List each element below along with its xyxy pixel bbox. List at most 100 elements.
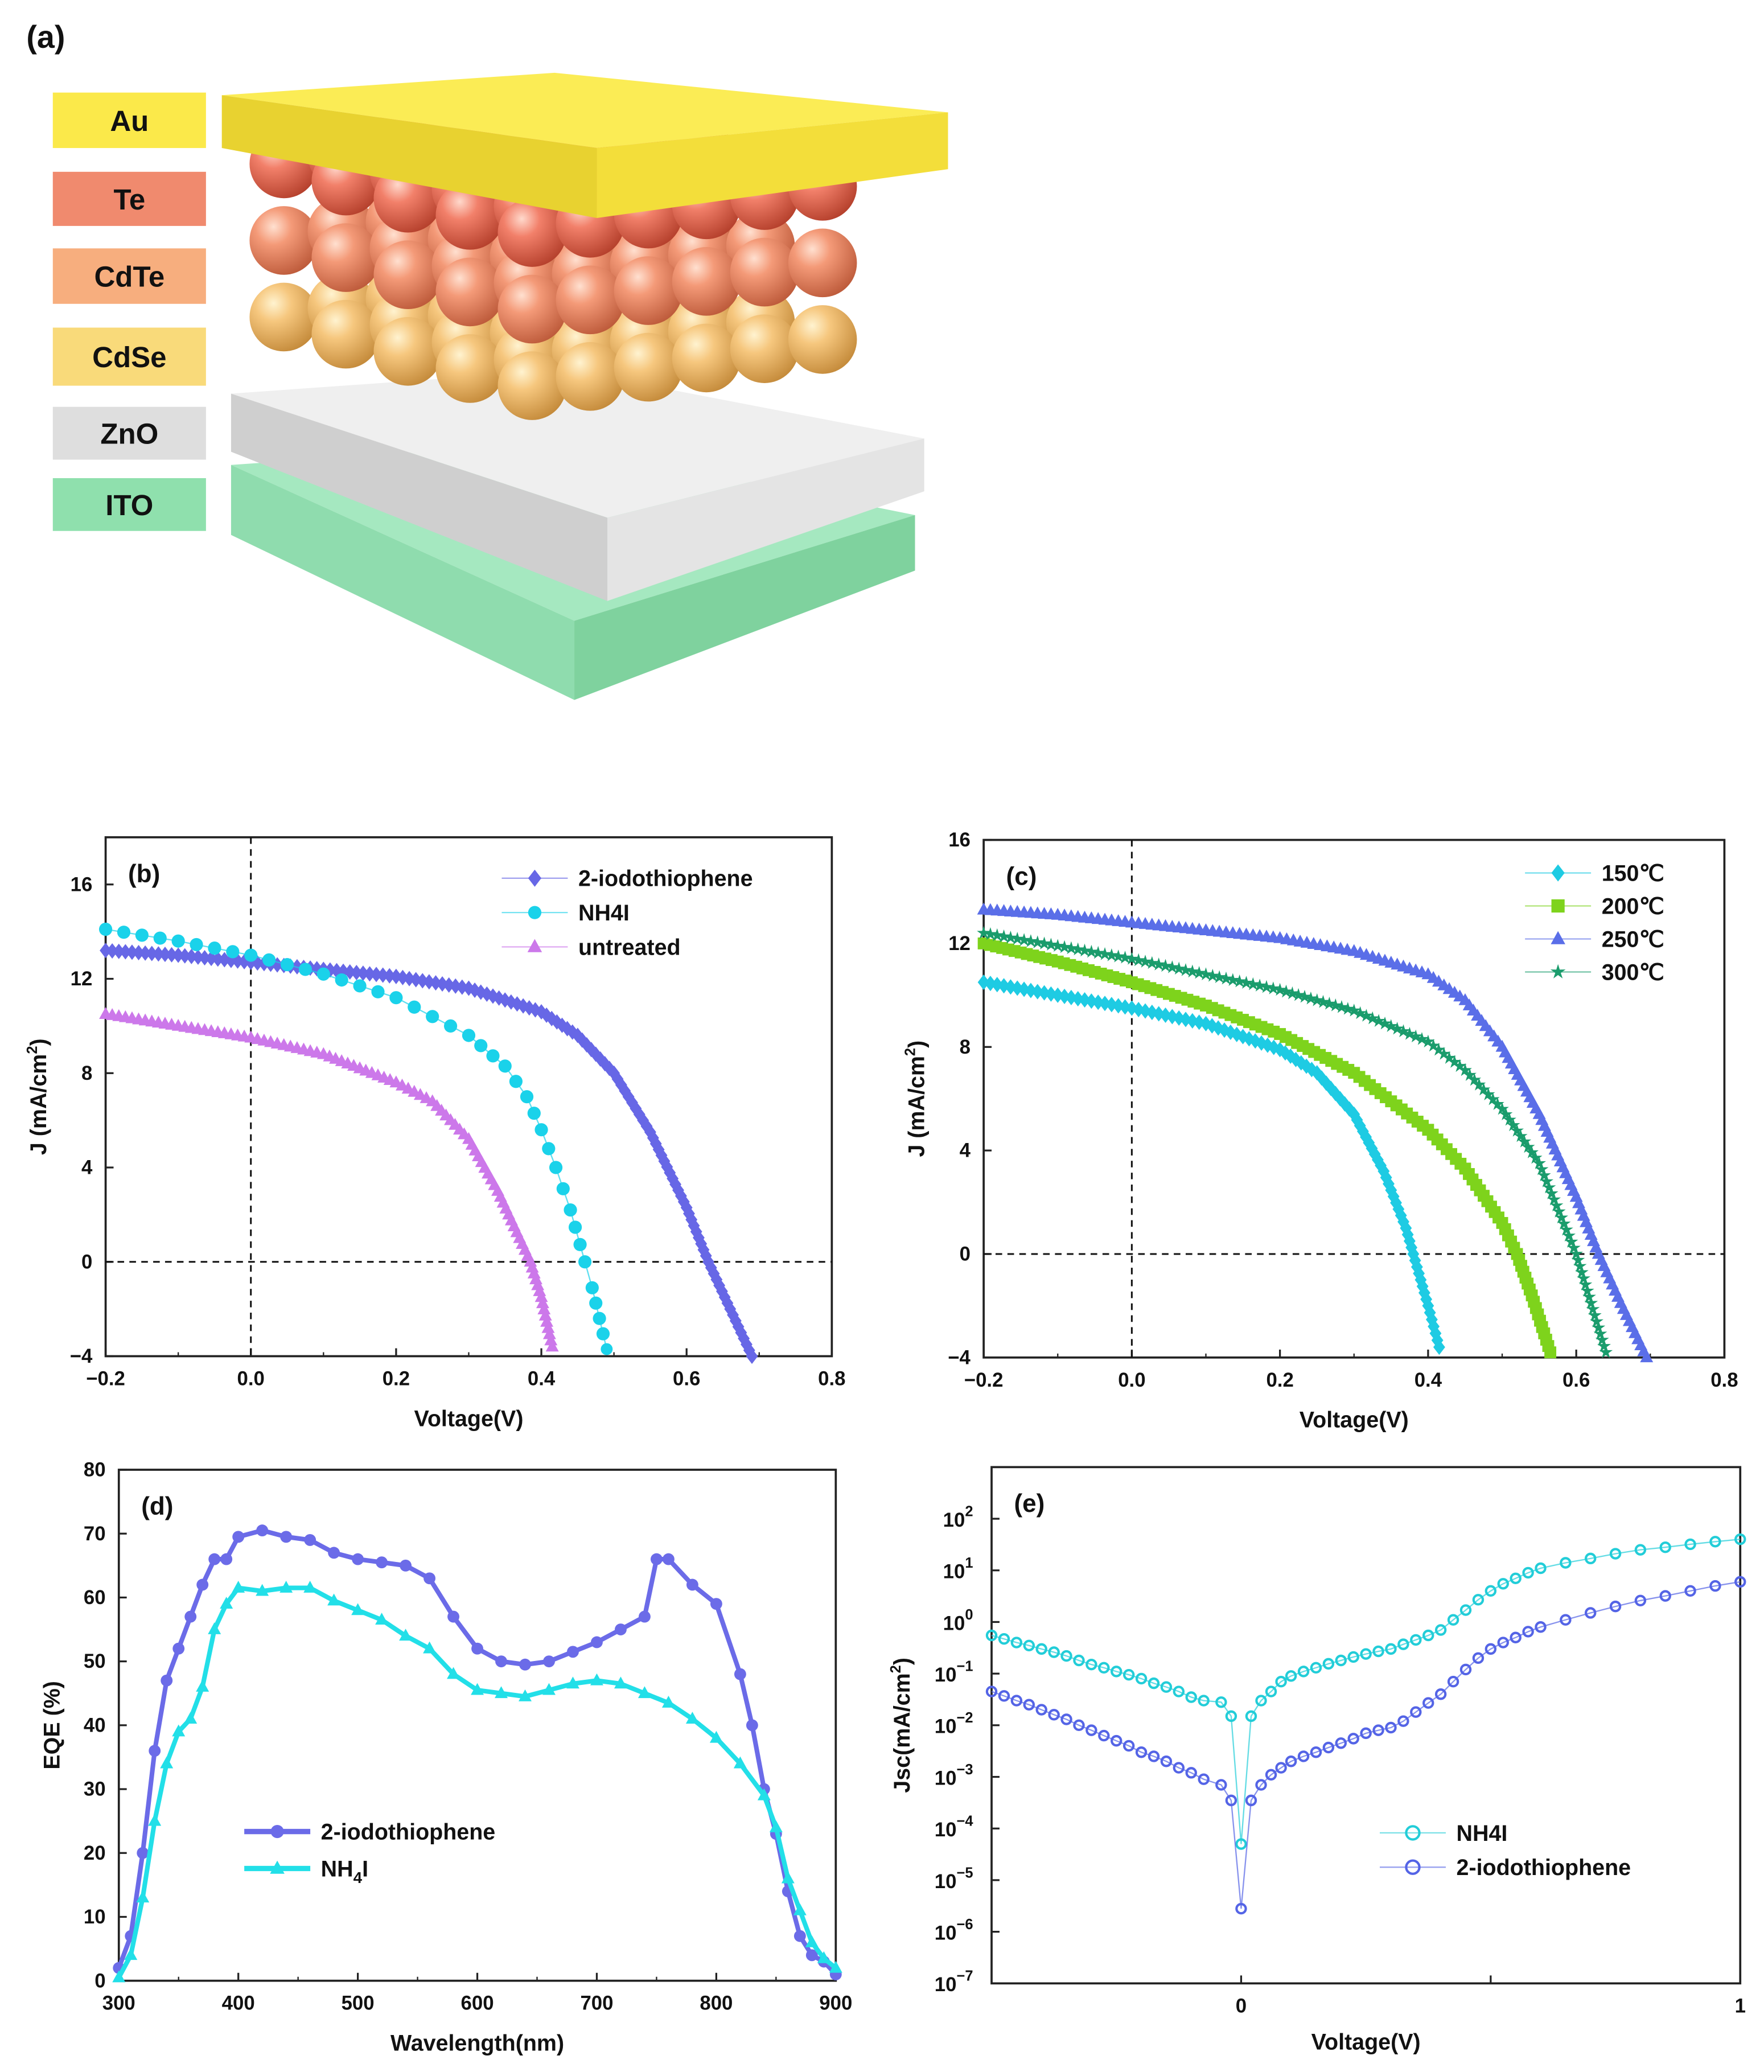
data-point — [581, 1037, 593, 1053]
y-tick-label: 101 — [943, 1555, 973, 1583]
y-tick-label: 40 — [84, 1715, 106, 1736]
data-point — [1084, 944, 1099, 958]
panel-label-c: (c) — [1006, 862, 1037, 890]
data-point — [793, 1930, 806, 1942]
data-point — [1416, 1278, 1429, 1294]
data-point — [1432, 1042, 1446, 1056]
data-point — [1341, 1002, 1355, 1015]
data-point — [1609, 1600, 1622, 1613]
data-point — [1459, 1604, 1472, 1616]
zno-slab-side — [607, 438, 924, 601]
data-point — [1535, 1621, 1547, 1633]
data-point — [1580, 1284, 1594, 1297]
data-point — [179, 948, 191, 964]
data-point — [1396, 1024, 1411, 1038]
data-point — [1575, 1265, 1589, 1278]
data-point — [1392, 1201, 1405, 1217]
legend-item: 2-iodothiophene — [244, 1819, 495, 1844]
data-point — [1253, 979, 1267, 992]
series-2-iodothiophene — [100, 943, 758, 1364]
data-point — [567, 1646, 579, 1658]
y-tick-exponent: −5 — [956, 1865, 973, 1881]
data-point — [1098, 1729, 1110, 1742]
data-point — [1098, 947, 1112, 960]
data-point — [573, 1238, 587, 1251]
data-point — [1322, 996, 1337, 1010]
data-point — [1018, 981, 1030, 997]
data-point — [462, 1029, 476, 1042]
data-point — [1463, 1068, 1477, 1081]
data-point — [1246, 977, 1260, 990]
data-point — [1290, 1051, 1302, 1067]
data-point — [1285, 1756, 1297, 1767]
data-point — [1609, 1548, 1622, 1560]
y-tick-label: 20 — [84, 1843, 106, 1864]
sphere — [311, 299, 381, 369]
data-point — [1486, 1092, 1500, 1105]
data-point — [117, 926, 131, 939]
chart-d: 300 400 500 600 700 800 900 0 10 20 30 40 50 60 70 80 Wa… — [39, 1460, 852, 2056]
panel-label-e: (e) — [1014, 1490, 1045, 1518]
data-point — [985, 1685, 998, 1697]
data-point — [1497, 1578, 1509, 1590]
data-point — [1528, 1150, 1543, 1164]
chart-e: 0 110210110010−110−210−310−410−510−610−7V… — [888, 1466, 1746, 2054]
data-point — [746, 1719, 758, 1732]
x-tick-label: 0 — [1236, 1995, 1247, 2017]
data-point — [541, 1321, 555, 1333]
data-point — [1160, 1756, 1173, 1767]
data-point — [1459, 1663, 1472, 1676]
data-point — [423, 1572, 436, 1585]
data-point — [1172, 961, 1186, 975]
data-point — [1231, 1026, 1243, 1042]
y-axis-label: EQE (%) — [39, 1681, 64, 1770]
data-point — [137, 1847, 149, 1859]
data-point — [1051, 987, 1064, 1003]
data-point — [1243, 1031, 1255, 1047]
data-point — [443, 977, 455, 993]
data-point — [1378, 1016, 1392, 1030]
x-tick-label: 900 — [819, 1993, 852, 2015]
data-point — [1634, 1544, 1647, 1556]
y-tick-exponent: −2 — [956, 1710, 973, 1726]
data-point — [729, 1313, 742, 1329]
legend-label: NH4I — [321, 1856, 368, 1886]
au-slab-side — [597, 112, 948, 219]
data-point — [1266, 981, 1280, 994]
data-point — [1584, 1607, 1597, 1619]
data-point — [498, 1059, 512, 1073]
data-point — [998, 1690, 1010, 1702]
data-point — [1035, 1704, 1047, 1716]
data-point — [337, 963, 349, 979]
data-point — [1145, 956, 1159, 969]
x-tick-label: 700 — [580, 1993, 613, 2015]
data-point — [534, 1123, 548, 1137]
y-tick-label: 10−7 — [935, 1968, 973, 1996]
y-tick-label: 16 — [948, 829, 971, 851]
data-point — [1265, 1685, 1277, 1697]
data-point — [1185, 1691, 1197, 1703]
legend-label: 300℃ — [1602, 960, 1664, 985]
data-point — [1010, 1695, 1023, 1707]
layer-label-box-te — [52, 171, 206, 226]
data-point — [1360, 1648, 1372, 1660]
data-point — [1537, 1168, 1551, 1182]
data-point — [1684, 1538, 1696, 1551]
y-axis-label: J (mA/cm2) — [902, 1041, 929, 1157]
data-point — [1495, 1101, 1509, 1115]
layer-label-box-au — [52, 92, 206, 149]
data-point — [1198, 1695, 1210, 1707]
data-point — [1532, 1156, 1547, 1170]
data-point — [1422, 1697, 1434, 1709]
data-point — [585, 1281, 599, 1294]
data-point — [1275, 1675, 1287, 1688]
data-point — [1684, 1585, 1696, 1597]
series-nh4i — [985, 1533, 1746, 1850]
series-line — [105, 1013, 553, 1347]
legend-item: NH4I — [244, 1856, 368, 1886]
data-point — [1407, 1246, 1420, 1262]
x-tick-label: 400 — [222, 1993, 255, 2015]
data-point — [1122, 1740, 1135, 1752]
x-tick-label: 0.4 — [1415, 1370, 1442, 1391]
layer-label-au: Au — [110, 105, 149, 137]
